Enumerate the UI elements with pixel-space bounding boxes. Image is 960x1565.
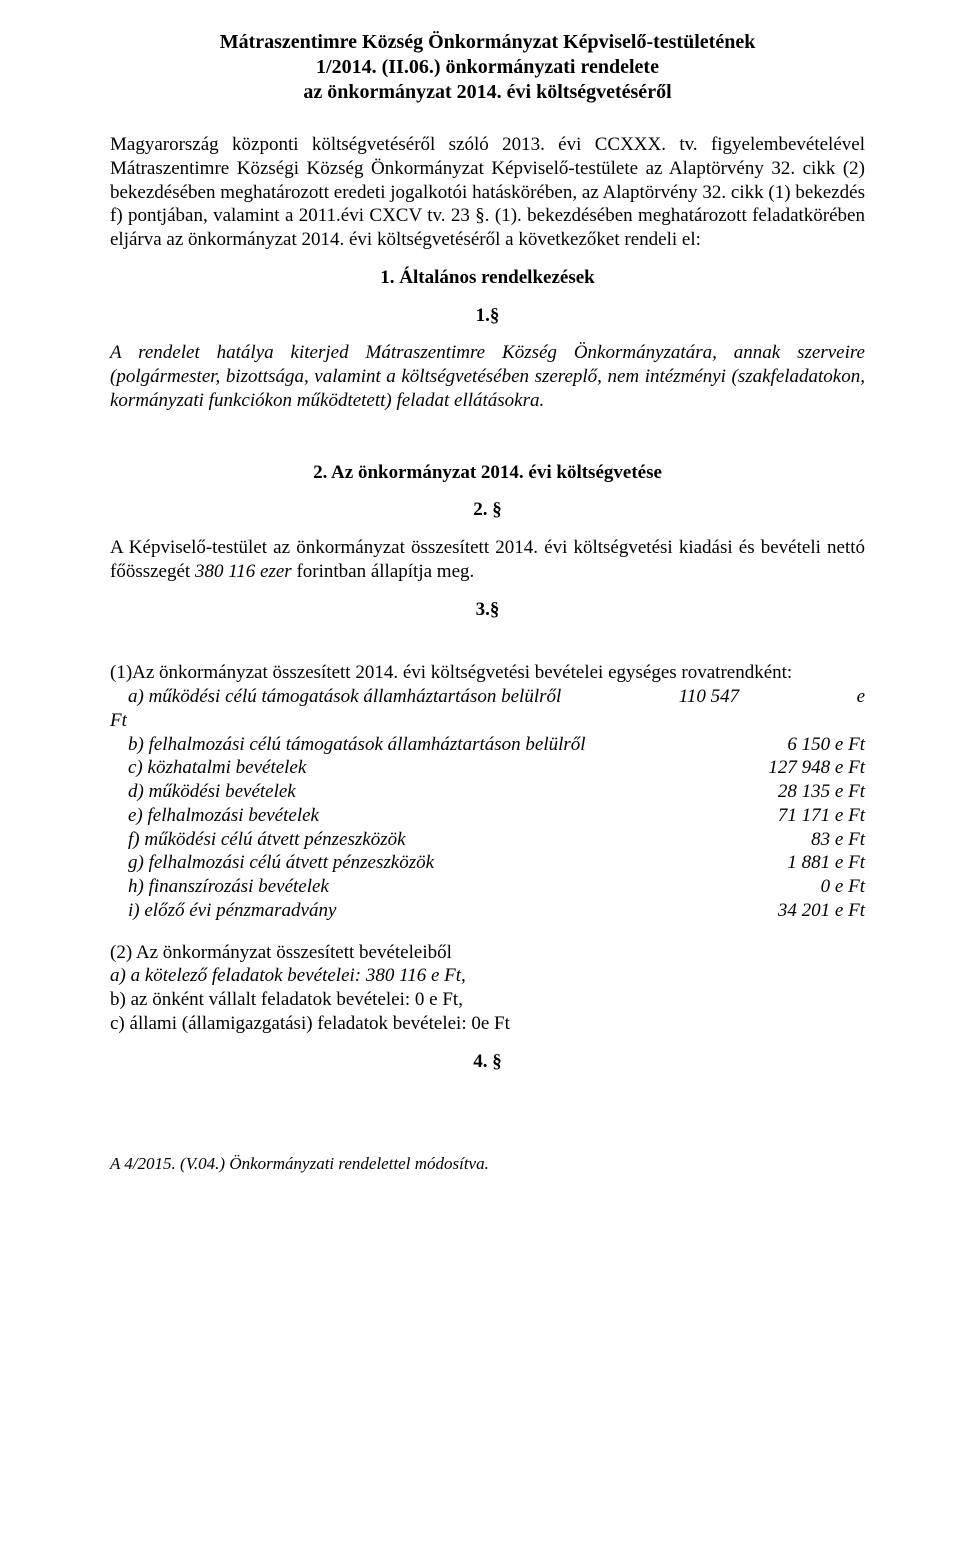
list-item-label: e) felhalmozási bevételek [110, 804, 319, 828]
list-item-label: b) felhalmozási célú támogatások államhá… [110, 733, 586, 757]
section3-list: (1)Az önkormányzat összesített 2014. évi… [110, 661, 865, 922]
list-item-label: a) működési célú támogatások államháztar… [110, 685, 561, 709]
list-item-label: f) működési célú átvett pénzeszközök [110, 828, 406, 852]
section3-p2-a: a) a kötelező feladatok bevételei: 380 1… [110, 964, 865, 988]
section2-body: A Képviselő-testület az önkormányzat öss… [110, 536, 865, 584]
list-item-amount: 28 135 e Ft [778, 780, 865, 804]
footer: A 4/2015. (V.04.) Önkormányzati rendelet… [110, 1153, 865, 1174]
section1-body: A rendelet hatálya kiterjed Mátraszentim… [110, 341, 865, 412]
section2-amount: 380 116 ezer [195, 561, 292, 582]
section1-number: 1.§ [110, 304, 865, 328]
section3-p2-b: b) az önként vállalt feladatok bevételei… [110, 988, 865, 1012]
list-item-amount: 127 948 e Ft [768, 756, 865, 780]
section3-intro: (1)Az önkormányzat összesített 2014. évi… [110, 661, 865, 685]
section4-number: 4. § [110, 1050, 865, 1074]
list-item-label: c) közhatalmi bevételek [110, 756, 306, 780]
section3-p2-intro: (2) Az önkormányzat összesített bevétele… [110, 941, 865, 965]
list-item-amount-part2: e [857, 685, 865, 709]
section3-number: 3.§ [110, 598, 865, 622]
list-item-amount: 71 171 e Ft [778, 804, 865, 828]
list-item: d) működési bevételek 28 135 e Ft [110, 780, 865, 804]
section2-body-suffix: forintban állapítja meg. [292, 561, 475, 582]
list-item-amount: 0 e Ft [821, 875, 865, 899]
list-item-label: h) finanszírozási bevételek [110, 875, 329, 899]
title-block: Mátraszentimre Község Önkormányzat Képvi… [110, 30, 865, 105]
preamble: Magyarország központi költségvetéséről s… [110, 133, 865, 252]
list-item: f) működési célú átvett pénzeszközök 83 … [110, 828, 865, 852]
list-item-label: d) működési bevételek [110, 780, 296, 804]
title-line-3: az önkormányzat 2014. évi költségvetésér… [110, 80, 865, 105]
title-line-2: 1/2014. (II.06.) önkormányzati rendelete [110, 55, 865, 80]
list-item: h) finanszírozási bevételek 0 e Ft [110, 875, 865, 899]
list-item: e) felhalmozási bevételek 71 171 e Ft [110, 804, 865, 828]
title-line-1: Mátraszentimre Község Önkormányzat Képvi… [110, 30, 865, 55]
list-item-amount-part1: 110 547 [679, 685, 739, 709]
section1-heading: 1. Általános rendelkezések [110, 266, 865, 290]
list-item: g) felhalmozási célú átvett pénzeszközök… [110, 851, 865, 875]
list-item: b) felhalmozási célú támogatások államhá… [110, 733, 865, 757]
list-item-amount: 6 150 e Ft [787, 733, 865, 757]
section3-p2-c: c) állami (államigazgatási) feladatok be… [110, 1012, 865, 1036]
list-item-amount: 1 881 e Ft [787, 851, 865, 875]
list-item: a) működési célú támogatások államháztar… [110, 685, 865, 709]
list-item-amount: 34 201 e Ft [778, 899, 865, 923]
list-item-label: i) előző évi pénzmaradvány [110, 899, 336, 923]
document-page: Mátraszentimre Község Önkormányzat Képvi… [0, 0, 960, 1565]
list-item: i) előző évi pénzmaradvány 34 201 e Ft [110, 899, 865, 923]
list-item-unit-line: Ft [110, 709, 865, 733]
section2-number: 2. § [110, 498, 865, 522]
list-item-amount: 83 e Ft [811, 828, 865, 852]
list-item: c) közhatalmi bevételek 127 948 e Ft [110, 756, 865, 780]
list-item-label: g) felhalmozási célú átvett pénzeszközök [110, 851, 434, 875]
section2-heading: 2. Az önkormányzat 2014. évi költségveté… [110, 461, 865, 485]
section3-p2: (2) Az önkormányzat összesített bevétele… [110, 941, 865, 1036]
